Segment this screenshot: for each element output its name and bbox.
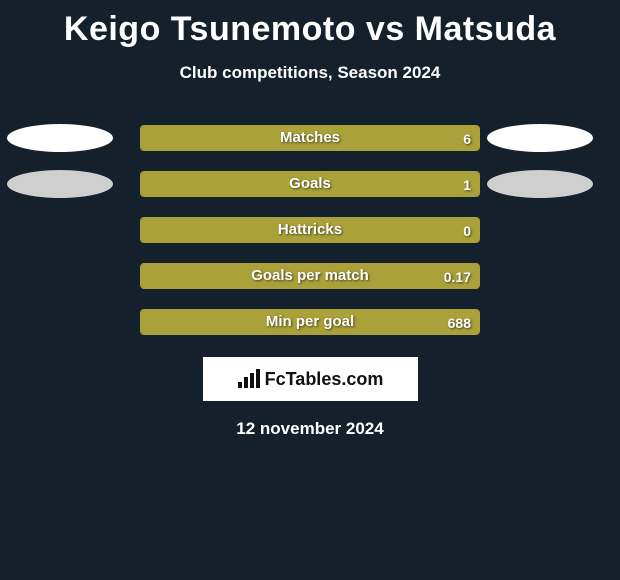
bar-value: 688	[448, 310, 471, 335]
player-ellipse	[487, 170, 593, 198]
page-subtitle: Club competitions, Season 2024	[0, 63, 620, 83]
bar-container: 0	[140, 217, 480, 243]
page-title: Keigo Tsunemoto vs Matsuda	[0, 0, 620, 49]
bar-container: 1	[140, 171, 480, 197]
bar-value: 6	[463, 126, 471, 151]
bar-value: 0	[463, 218, 471, 243]
player-ellipse	[7, 124, 113, 152]
footer-date: 12 november 2024	[0, 419, 620, 439]
bar-chart-icon	[237, 369, 261, 389]
bar-fill	[141, 126, 479, 150]
bar-fill	[141, 310, 479, 334]
bar-fill	[141, 172, 479, 196]
brand-text: FcTables.com	[265, 369, 384, 390]
stat-row: 0.17Goals per match	[0, 263, 620, 289]
player-ellipse	[7, 170, 113, 198]
stat-row: 0Hattricks	[0, 217, 620, 243]
bar-container: 688	[140, 309, 480, 335]
bar-fill	[141, 218, 479, 242]
bar-value: 1	[463, 172, 471, 197]
stat-row: 688Min per goal	[0, 309, 620, 335]
brand-box: FcTables.com	[203, 357, 418, 401]
stats-area: 6Matches 1Goals 0Hattricks 0.17Goals per ma…	[0, 125, 620, 335]
bar-container: 0.17	[140, 263, 480, 289]
bar-value: 0.17	[444, 264, 471, 289]
bar-fill	[141, 264, 479, 288]
stat-row: 6Matches	[0, 125, 620, 151]
bar-container: 6	[140, 125, 480, 151]
player-ellipse	[487, 124, 593, 152]
stat-row: 1Goals	[0, 171, 620, 197]
